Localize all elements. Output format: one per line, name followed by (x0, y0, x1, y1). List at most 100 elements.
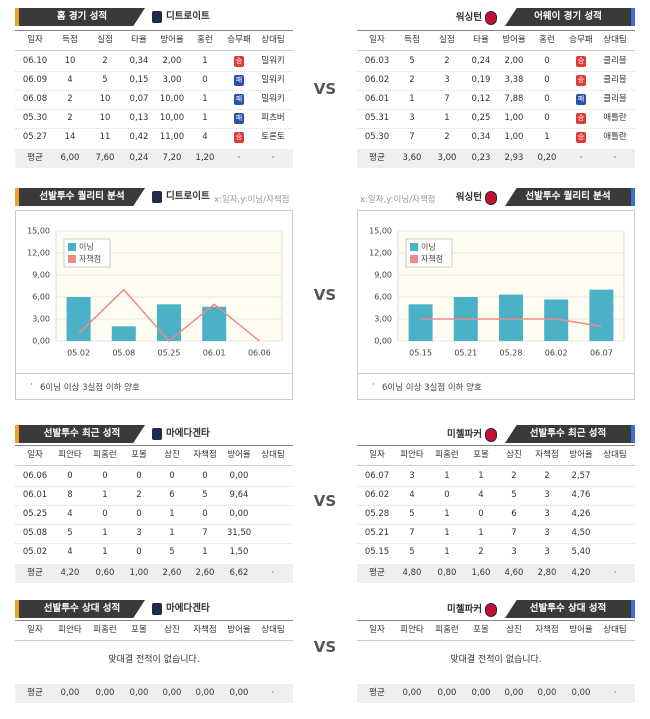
table-cell: 06.08 (22, 94, 48, 104)
table-cell: 2,00 (162, 56, 182, 66)
table-cell: 0 (136, 471, 142, 481)
team-name: 워싱턴 (455, 12, 482, 23)
bar (66, 297, 91, 341)
header-rule (357, 640, 635, 641)
table-cell: 7 (511, 528, 517, 538)
average-cell: · (613, 568, 617, 578)
note-rule (16, 373, 292, 374)
note-rule (358, 373, 634, 374)
washington-logo (485, 11, 497, 25)
table-cell: 1 (169, 509, 175, 519)
line (420, 318, 602, 328)
average-cell: 0,00 (402, 688, 422, 698)
table-panel: 일자 득점 실점 타율 방어율 홈런 승무패 상대팀 06.03 5 2 0,24 2,00 0 승 클리블 0… (357, 30, 635, 168)
column-header: 승무패 (569, 35, 593, 45)
x-tick-label: 05.28 (500, 349, 523, 358)
table-cell: 06.10 (22, 56, 48, 66)
average-cell: 0,00 (504, 688, 524, 698)
table-cell: 0 (67, 471, 73, 481)
row-rule (15, 524, 293, 525)
average-row: 평균 0,00 0,00 0,00 0,00 0,00 0,00 · (15, 684, 293, 703)
table-cell: 0,00 (229, 509, 249, 519)
column-header: 방어율 (569, 450, 593, 460)
table-cell: 0 (544, 113, 550, 123)
column-header: 방어율 (227, 625, 251, 635)
axis-note: x:일자,y:이닝/자책점 (214, 195, 290, 205)
average-cell: 0,00 (95, 688, 115, 698)
column-header: 피홈런 (435, 625, 459, 635)
column-header: 피홈런 (93, 625, 117, 635)
table-cell: 토론토 (261, 132, 285, 142)
table-cell: 31,50 (226, 528, 252, 538)
chart-panel: 0,00 3,00 6,00 9,00 12,00 15,00 05.02 05.08 05.2… (15, 210, 293, 400)
row-rule (15, 486, 293, 487)
average-row: 평균 0,00 0,00 0,00 0,00 0,00 0,00 · (357, 684, 635, 703)
table-cell: 2 (102, 56, 108, 66)
column-header: 일자 (27, 450, 43, 460)
table-cell: 4 (478, 490, 484, 500)
x-tick-label: 06.01 (203, 349, 226, 358)
average-cell: 0,00 (471, 688, 491, 698)
average-cell: 1,20 (195, 153, 215, 163)
column-header: 홈런 (539, 35, 555, 45)
average-cell: 0,24 (129, 153, 149, 163)
table-cell: 0 (102, 471, 108, 481)
y-tick-label: 12,00 (27, 249, 50, 258)
average-cell: 0,20 (537, 153, 557, 163)
legend-swatch (68, 243, 76, 251)
column-header: 피안타 (400, 450, 424, 460)
table-cell: 06.07 (364, 471, 390, 481)
column-header: 타율 (131, 35, 147, 45)
column-header: 실점 (97, 35, 113, 45)
empty-message: 맞대결 전적이 없습니다. (450, 655, 542, 665)
team-name: 디트로이트 (166, 11, 210, 22)
column-header: 포볼 (473, 450, 489, 460)
result-icon: 패 (234, 113, 244, 124)
table-cell: 1 (409, 94, 415, 104)
column-header: 방어율 (160, 35, 184, 45)
section-title: 선발투수 퀄리티 분석 (505, 188, 635, 206)
table-cell: 0 (102, 509, 108, 519)
detroit-logo (152, 11, 162, 23)
table-cell: 11 (99, 132, 111, 142)
y-tick-label: 6,00 (374, 293, 392, 302)
average-cell: 4,80 (402, 568, 422, 578)
average-cell: 0,23 (471, 153, 491, 163)
column-header: 피안타 (58, 625, 82, 635)
table-cell: 3 (544, 490, 550, 500)
column-header: 자책점 (535, 625, 559, 635)
table-cell: 0 (202, 471, 208, 481)
average-cell: 2,60 (162, 568, 182, 578)
y-tick-label: 9,00 (374, 271, 392, 280)
table-cell: 1 (102, 547, 108, 557)
table-cell: 4,26 (571, 509, 591, 519)
average-cell: · (271, 568, 275, 578)
average-cell: · (613, 688, 617, 698)
table-cell: 1 (202, 94, 208, 104)
table-cell: 06.02 (364, 75, 390, 85)
table-cell: 3,38 (504, 75, 524, 85)
table-cell: 1 (202, 113, 208, 123)
average-cell: 평균 (27, 568, 43, 578)
row-rule (357, 524, 635, 525)
table-cell: 05.30 (364, 132, 390, 142)
note-bullet: · (372, 380, 375, 390)
column-header: 삼진 (506, 625, 522, 635)
table-cell: 2 (544, 471, 550, 481)
average-cell: 2,60 (195, 568, 215, 578)
table-panel: 일자 피안타 피홈런 포볼 삼진 자책점 방어율 상대팀 맞대결 전적이 없습니다. 평균 0,00… (357, 620, 635, 703)
table-cell: 밀워키 (261, 75, 285, 85)
table-cell: 1 (444, 509, 450, 519)
table-cell: 6 (169, 490, 175, 500)
row-rule (357, 71, 635, 72)
column-header: 실점 (439, 35, 455, 45)
row-rule (357, 128, 635, 129)
y-tick-label: 9,00 (32, 271, 50, 280)
table-cell: 3 (444, 75, 450, 85)
row-rule (357, 109, 635, 110)
chart: 0,00 3,00 6,00 9,00 12,00 15,00 05.15 05.21 05.2… (369, 227, 625, 358)
legend-label: 이닝 (79, 242, 94, 252)
average-cell: · (271, 153, 275, 163)
section-title: 어웨이 경기 성적 (505, 8, 635, 26)
bar (111, 326, 136, 341)
